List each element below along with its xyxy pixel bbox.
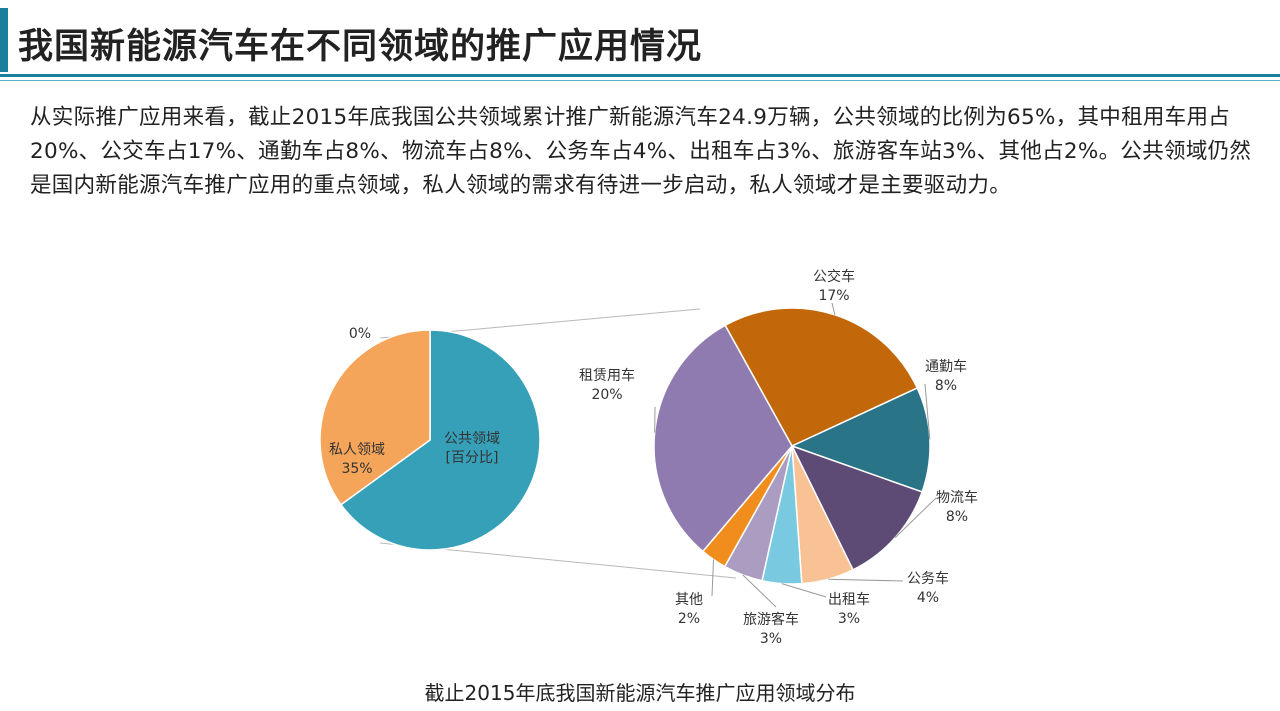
pie-slice-3 bbox=[319, 329, 431, 506]
leader-line-5 bbox=[781, 583, 827, 598]
pie-labels: 0% 公共领域[百分比] 私人领域 35% 公交车 17% 通勤车 8% 物流车 8% 公务车 4% 出… bbox=[329, 268, 978, 647]
pie-chart-area: 0% 公共领域[百分比] 私人领域 35% 公交车 17% 通勤车 8% 物流车 8% 公务车 4% 出… bbox=[319, 268, 978, 647]
pie-label-1: 公交车 17% bbox=[813, 268, 855, 304]
pie-public-private bbox=[319, 329, 541, 551]
pie-label-public: 公共领域[百分比] bbox=[444, 431, 500, 466]
title-bar: 我国新能源汽车在不同领域的推广应用情况 bbox=[0, 0, 1280, 82]
pie-label-2: 通勤车 8% bbox=[925, 358, 967, 394]
leader-line-4 bbox=[828, 578, 904, 582]
pie-slice-2 bbox=[339, 329, 541, 551]
pie-label-private: 私人领域 35% bbox=[329, 442, 385, 477]
pie-label-7: 其他 2% bbox=[675, 592, 703, 627]
title-divider-thin bbox=[0, 80, 1280, 81]
body-paragraph: 从实际推广应用来看，截止2015年底我国公共领域累计推广新能源汽车24.9万辆，… bbox=[30, 105, 1252, 198]
title-divider bbox=[0, 74, 1280, 77]
leader-line-3 bbox=[894, 497, 937, 538]
leader-line-1 bbox=[831, 302, 836, 315]
leader-line-2 bbox=[924, 383, 931, 440]
pie-label-4: 公务车 4% bbox=[907, 570, 949, 606]
leader-line-7 bbox=[711, 559, 714, 597]
pie-label-zero: 0% bbox=[349, 326, 371, 342]
pie-label-6: 旅游客车 3% bbox=[743, 611, 799, 647]
chart-caption: 截止2015年底我国新能源汽车推广应用领域分布 bbox=[424, 681, 856, 705]
page-title: 我国新能源汽车在不同领域的推广应用情况 bbox=[18, 27, 703, 67]
pie-label-3: 物流车 8% bbox=[936, 489, 978, 525]
pie-label-5: 出租车 3% bbox=[828, 591, 870, 627]
pie-slice-3 bbox=[790, 444, 924, 571]
leader-line-6 bbox=[742, 574, 777, 608]
pie-label-8: 租赁用车 20% bbox=[579, 367, 635, 403]
title-accent-bar bbox=[0, 8, 8, 72]
pie-public-breakdown bbox=[653, 307, 931, 585]
pie-slice-2 bbox=[790, 387, 931, 493]
